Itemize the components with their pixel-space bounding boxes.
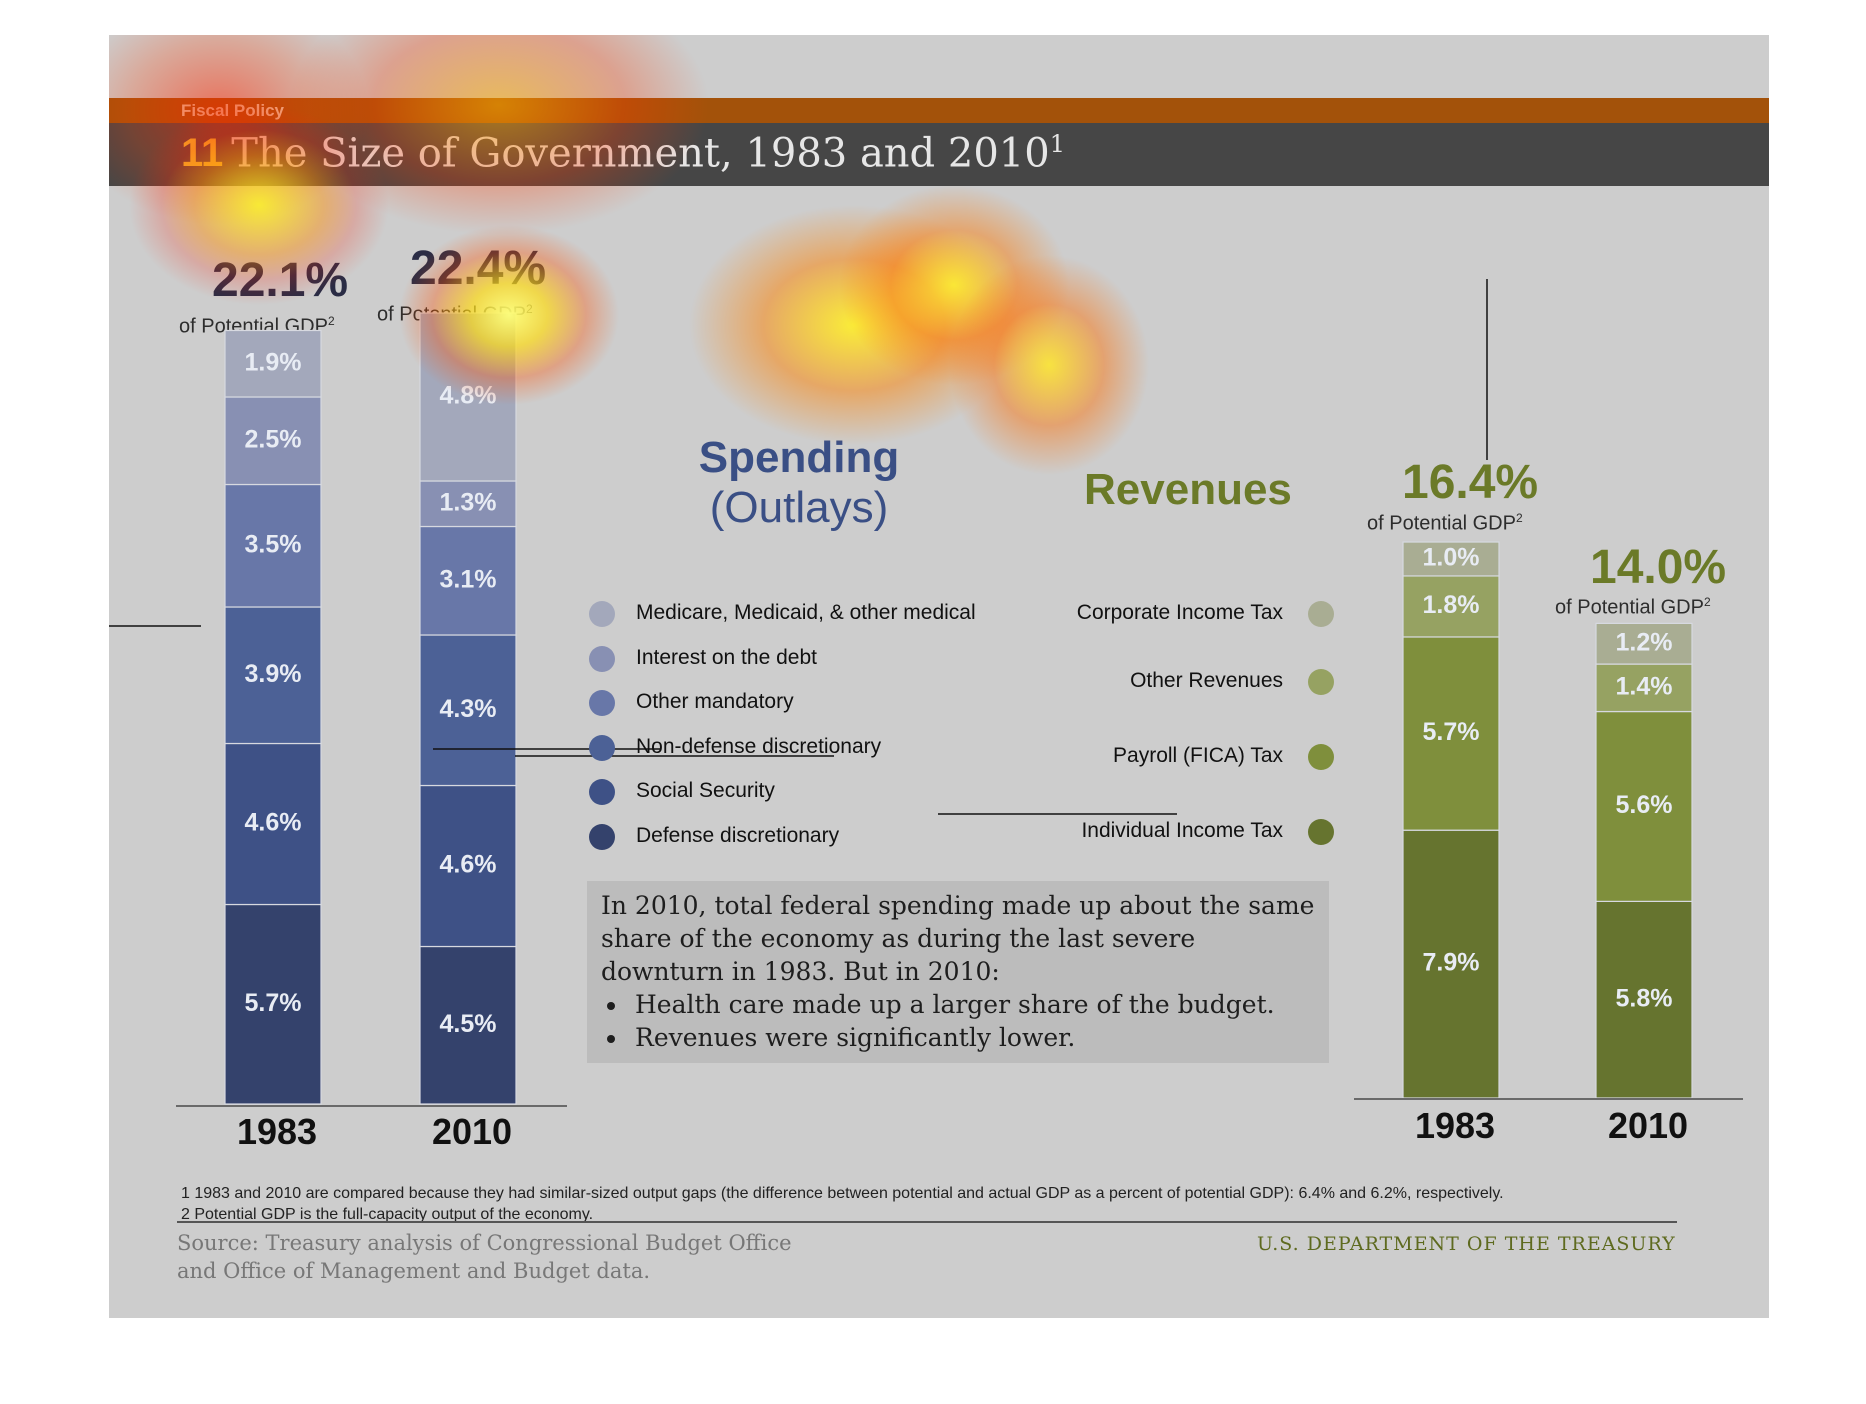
legend-label: Non-defense discretionary: [636, 734, 882, 758]
title-footnote-ref: 1: [1049, 130, 1065, 158]
bar-segment-label: 3.1%: [440, 565, 497, 593]
spending-title: Spending (Outlays): [649, 433, 949, 533]
revenue-chart: 7.9% 5.7% 1.8% 1.0% 1983 5.8% 5.6% 1.4% 1.2% 2010: [1402, 541, 1693, 1146]
spending-title-line2: (Outlays): [709, 483, 889, 532]
agency-name: U.S. DEPARTMENT OF THE TREASURY: [1257, 1233, 1676, 1255]
legend-swatch: [589, 690, 615, 716]
bar-segment: [1595, 710, 1693, 902]
legend-label: Other Revenues: [1130, 669, 1283, 692]
legend-swatch: [589, 823, 615, 850]
bar-segment: [1402, 541, 1500, 577]
spending-chart: 5.7% 4.6% 3.9% 3.5% 2.5% 1.9% 1983 4.5% 4.6% 4.3%…: [224, 312, 517, 1152]
bar-segment: [1402, 829, 1500, 1099]
footer-rule: [177, 1221, 1677, 1223]
revenue-total-1983: 16.4%: [1402, 456, 1539, 509]
bar-segment: [224, 396, 322, 486]
legend-swatch: [1308, 744, 1334, 770]
legend-label: Payroll (FICA) Tax: [1113, 744, 1283, 767]
bar-segment-label: 1.0%: [1423, 544, 1480, 572]
bar-segment: [224, 329, 322, 398]
bar-segment-label: 3.9%: [245, 660, 302, 688]
x-tick-label: 1983: [1415, 1105, 1495, 1146]
summary-paragraph: In 2010, total federal spending made up …: [601, 891, 1315, 986]
legend-label: Medicare, Medicaid, & other medical: [636, 601, 976, 624]
legend-label: Other mandatory: [636, 690, 794, 713]
bar-segment-label: 4.5%: [440, 1010, 497, 1038]
source-line-2: and Office of Management and Budget data…: [177, 1259, 651, 1283]
bar-segment-label: 7.9%: [1423, 949, 1480, 977]
bar-segment-label: 4.8%: [440, 382, 497, 410]
legend-label: Interest on the debt: [636, 645, 817, 669]
legend-swatch: [589, 779, 615, 805]
summary-bullets: Health care made up a larger share of th…: [601, 988, 1315, 1054]
bar-segment: [1595, 663, 1693, 713]
legend-swatch: [1308, 819, 1334, 845]
source-line-1: Source: Treasury analysis of Congression…: [177, 1231, 792, 1255]
bar-segment-label: 1.4%: [1616, 672, 1673, 700]
bar-segment: [419, 945, 517, 1105]
footnote-1: 1 1983 and 2010 are compared because the…: [181, 1185, 1504, 1202]
bar-segment: [1595, 622, 1693, 665]
x-tick-label: 2010: [1608, 1105, 1688, 1146]
revenues-title: Revenues: [1084, 465, 1292, 514]
legend-swatch: [589, 601, 615, 627]
summary-box: In 2010, total federal spending made up …: [587, 881, 1329, 1063]
legend-label: Social Security: [636, 779, 775, 802]
x-tick-label: 2010: [432, 1111, 512, 1152]
source-note: Source: Treasury analysis of Congression…: [177, 1229, 792, 1285]
bar-segment: [419, 784, 517, 948]
bar-segment: [419, 480, 517, 528]
legend-swatch: [1308, 669, 1334, 695]
bar-segment: [224, 483, 322, 608]
bar-segment: [224, 903, 322, 1105]
summary-bullet: Revenues were significantly lower.: [629, 1021, 1315, 1054]
revenue-gdp-note-1983: of Potential GDP2: [1367, 511, 1523, 535]
bar-segment-label: 5.8%: [1616, 984, 1673, 1012]
bar-segment-label: 2.5%: [245, 425, 302, 453]
bar-segment: [224, 742, 322, 906]
bar-segment-label: 1.2%: [1616, 628, 1673, 656]
legend-label: Individual Income Tax: [1081, 819, 1283, 842]
bar-segment: [419, 634, 517, 787]
bar-segment-label: 1.9%: [245, 348, 302, 376]
revenue-gdp-note-2010: of Potential GDP2: [1555, 595, 1711, 619]
stacked-bar-charts: 5.7% 4.6% 3.9% 3.5% 2.5% 1.9% 1983 4.5% 4.6% 4.3%…: [109, 279, 1743, 1152]
bar-segment: [224, 606, 322, 745]
bar-segment-label: 1.8%: [1423, 591, 1480, 619]
legend-swatch: [1308, 601, 1334, 627]
bar-segment: [1595, 900, 1693, 1099]
legend-swatch: [589, 734, 615, 761]
slide: Fiscal Policy 11 The Size of Government, …: [109, 35, 1769, 1318]
x-tick-label: 1983: [237, 1111, 317, 1152]
bar-segment-label: 3.5%: [245, 530, 302, 558]
summary-bullet: Health care made up a larger share of th…: [629, 988, 1315, 1021]
bar-segment-label: 1.3%: [440, 488, 497, 516]
bar-segment-label: 5.6%: [1616, 791, 1673, 819]
bar-segment-label: 5.7%: [1423, 718, 1480, 746]
legend-swatch: [589, 645, 615, 672]
bar-segment-label: 5.7%: [245, 989, 302, 1017]
spending-title-line1: Spending: [698, 433, 900, 482]
bar-segment: [1402, 575, 1500, 638]
bar-segment-label: 4.6%: [245, 809, 302, 837]
footnote-2: 2 Potential GDP is the full-capacity out…: [181, 1206, 594, 1223]
bar-segment: [419, 525, 517, 636]
bar-segment: [1402, 636, 1500, 831]
bar-segment-label: 4.6%: [440, 851, 497, 879]
legend-label: Corporate Income Tax: [1076, 601, 1283, 624]
revenue-total-2010: 14.0%: [1590, 541, 1727, 594]
legend-label: Defense discretionary: [636, 823, 840, 847]
bar-segment-label: 4.3%: [440, 695, 497, 723]
